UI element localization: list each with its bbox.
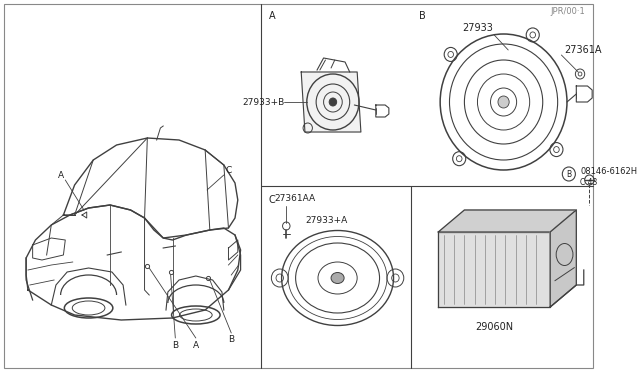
Polygon shape: [550, 210, 576, 307]
Circle shape: [329, 98, 337, 106]
Polygon shape: [438, 232, 550, 307]
Text: 27361AA: 27361AA: [274, 193, 316, 202]
Circle shape: [498, 96, 509, 108]
Polygon shape: [301, 72, 361, 132]
Text: 27933+A: 27933+A: [305, 215, 347, 224]
Text: 08146-6162H: 08146-6162H: [580, 167, 637, 176]
Text: C: C: [269, 195, 275, 205]
Text: B: B: [172, 340, 179, 350]
Text: A: A: [58, 170, 63, 180]
Text: C 43: C 43: [580, 177, 597, 186]
Text: 29060N: 29060N: [475, 322, 513, 332]
Text: B: B: [419, 11, 426, 21]
Text: C: C: [225, 166, 232, 174]
Text: 27933+B: 27933+B: [242, 97, 284, 106]
Text: A: A: [269, 11, 275, 21]
Text: 27933: 27933: [462, 23, 493, 33]
Ellipse shape: [331, 273, 344, 283]
Text: B: B: [566, 170, 572, 179]
Text: B: B: [228, 336, 234, 344]
Polygon shape: [438, 210, 576, 232]
Text: A: A: [193, 340, 199, 350]
Text: JPR/00·1: JPR/00·1: [550, 7, 585, 16]
Text: 27361A: 27361A: [564, 45, 602, 55]
